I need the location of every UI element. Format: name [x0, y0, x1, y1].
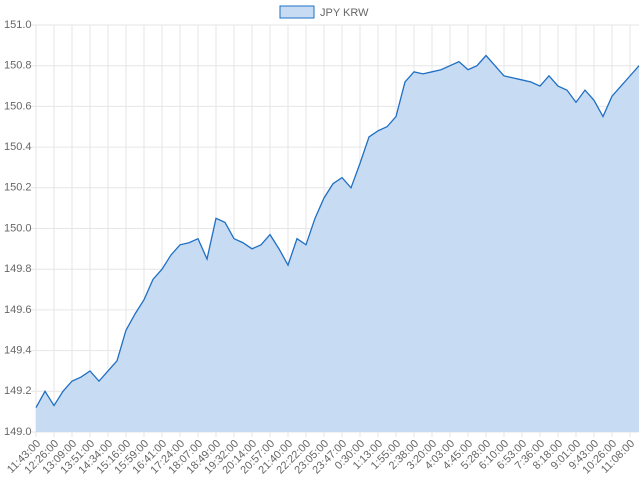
legend-swatch: [279, 5, 315, 19]
y-tick-label: 150.8: [4, 60, 32, 72]
line: [35, 54, 640, 408]
y-tick-label: 149.0: [4, 426, 32, 438]
y-tick-label: 151.0: [4, 19, 32, 31]
y-tick-label: 149.4: [4, 345, 32, 357]
y-tick-label: 149.6: [4, 304, 32, 316]
legend-label: JPY KRW: [320, 7, 369, 19]
area: [36, 55, 639, 433]
y-tick-label: 150.2: [4, 182, 32, 194]
y-tick-label: 150.6: [4, 100, 32, 112]
y-tick-label: 149.2: [4, 385, 32, 397]
y-tick-label: 150.0: [4, 222, 32, 234]
y-tick-label: 150.4: [4, 141, 32, 153]
y-tick-label: 149.8: [4, 263, 32, 275]
